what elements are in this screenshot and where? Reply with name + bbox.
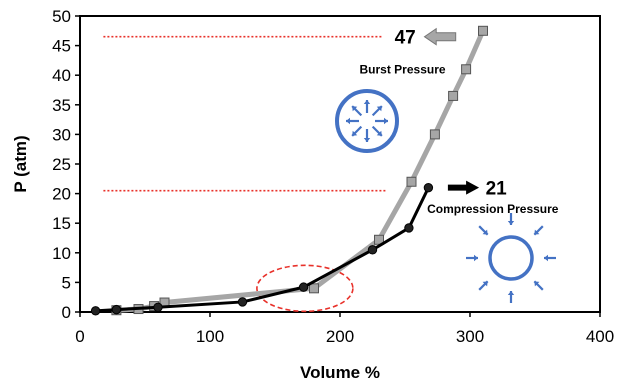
y-tick-label: 20 <box>52 185 71 204</box>
inward-arrow-icon-head <box>482 281 488 287</box>
burst-expansion-icon <box>335 89 399 153</box>
black-series-point <box>367 245 378 255</box>
y-tick-label: 15 <box>52 214 71 233</box>
y-tick-label: 30 <box>52 125 71 144</box>
outward-arrow-icon-head <box>363 138 371 142</box>
y-tick-label: 10 <box>52 244 71 263</box>
black-series-point <box>90 306 101 316</box>
compression-icon <box>466 213 556 303</box>
transition-ellipse-shape <box>256 264 354 313</box>
inward-arrow-icon-head <box>482 229 488 235</box>
black-series-point <box>404 223 414 233</box>
inward-arrow-icon-head <box>544 254 548 262</box>
gray-series-point <box>448 90 459 101</box>
x-tick-label: 200 <box>326 327 354 346</box>
outward-arrow-icon-head <box>376 130 382 136</box>
black-series-point <box>153 302 163 312</box>
compression-pressure-label: Compression Pressure <box>427 202 559 216</box>
outward-arrow-icon-head <box>384 117 388 125</box>
x-tick-label: 0 <box>75 327 84 346</box>
outward-arrow-icon-head <box>352 106 358 112</box>
y-tick-label: 40 <box>52 66 71 85</box>
black-series-point <box>111 304 122 315</box>
outward-arrow-icon-head <box>363 100 371 104</box>
black-series-line <box>95 187 430 313</box>
burst-arrow-icon <box>423 27 457 46</box>
inward-arrow-icon-head <box>474 254 478 262</box>
pressure-icons <box>335 89 556 303</box>
x-tick-label: 300 <box>456 327 484 346</box>
gray-series-point <box>429 129 440 140</box>
compression-arrow-icon <box>447 180 480 195</box>
series-layer <box>90 25 488 316</box>
gray-series-point <box>461 64 472 75</box>
compression-circle-icon <box>488 235 534 281</box>
x-tick-label: 100 <box>196 327 224 346</box>
black-series-point <box>298 282 309 292</box>
y-tick-label: 50 <box>52 7 71 26</box>
outward-arrow-icon-head <box>376 106 382 112</box>
y-tick-label: 5 <box>62 273 71 292</box>
black-series-point <box>423 182 434 193</box>
y-tick-label: 0 <box>62 303 71 322</box>
gray-series-point <box>478 25 488 36</box>
axes: 0 100 200 300 400 0 5 10 15 20 25 30 35 40 45 50 <box>52 7 614 346</box>
black-series-point <box>237 297 248 307</box>
inward-arrow-icon-head <box>507 221 515 225</box>
gray-series-point <box>406 176 417 187</box>
burst-circle-icon <box>335 89 399 153</box>
y-axis-title: P (atm) <box>11 135 30 192</box>
burst-value-label: 47 <box>395 28 416 49</box>
burst-pressure-label: Burst Pressure <box>360 62 446 76</box>
outward-arrow-icon-head <box>346 117 350 125</box>
inward-arrow-icon-head <box>534 229 540 235</box>
gray-series-point <box>309 283 319 294</box>
y-tick-label: 25 <box>52 155 71 174</box>
y-tick-label: 35 <box>52 96 71 115</box>
annotation-labels: 47 Burst Pressure 21 Compression Pressur… <box>11 28 559 382</box>
inward-arrow-icon-head <box>507 291 515 295</box>
reference-lines <box>103 35 387 192</box>
x-tick-label: 400 <box>586 327 614 346</box>
y-tick-label: 45 <box>52 37 71 56</box>
transition-ellipse <box>256 264 354 313</box>
inward-arrow-icon-head <box>534 281 540 287</box>
x-axis-title: Volume % <box>300 363 380 382</box>
outward-arrow-icon-head <box>352 130 358 136</box>
compression-value-label: 21 <box>486 179 508 200</box>
